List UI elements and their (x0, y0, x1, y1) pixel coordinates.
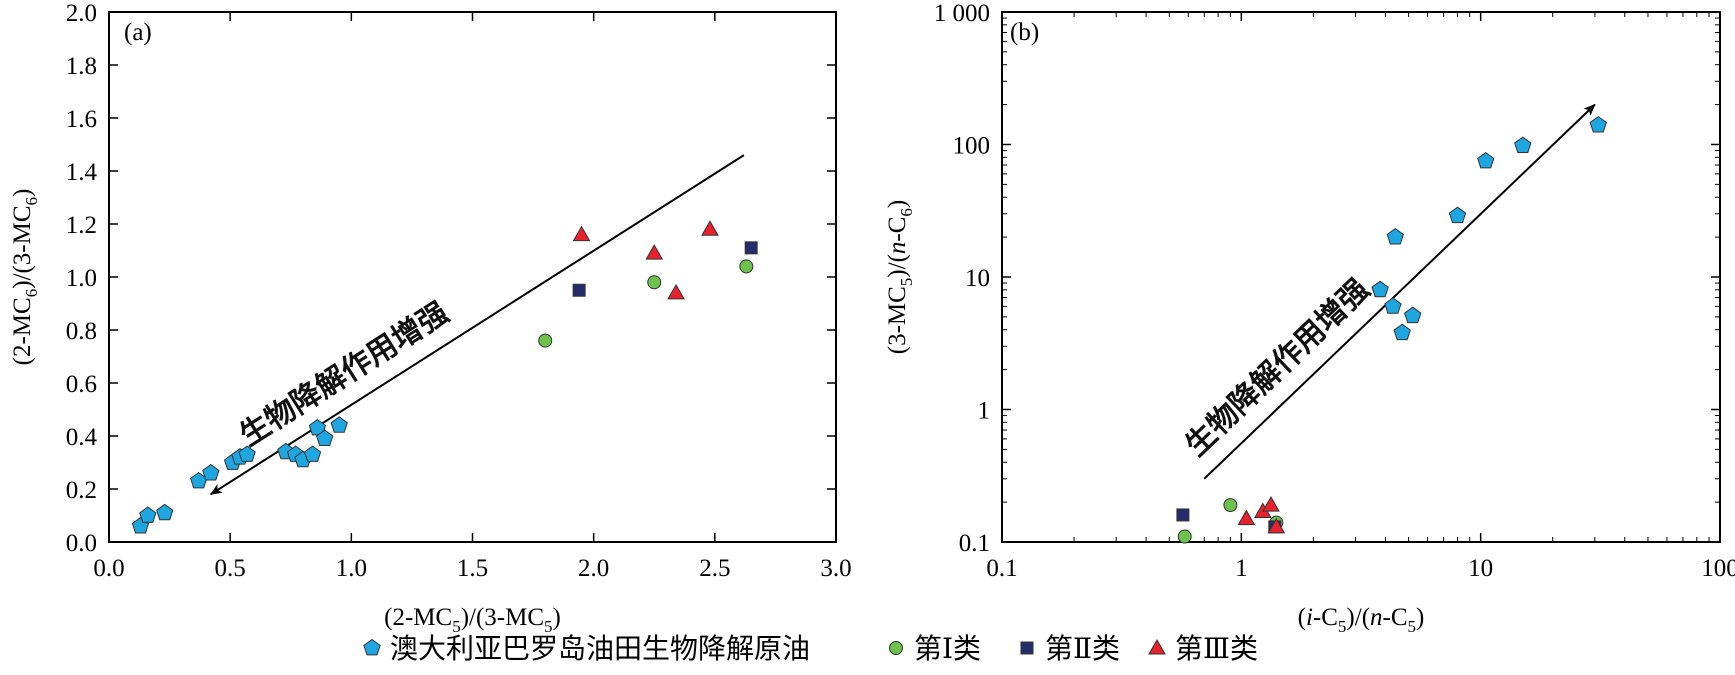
series-australia (131, 416, 348, 534)
point-class1 (538, 333, 553, 348)
point-australia (139, 506, 157, 523)
y-tick-label: 0.2 (66, 477, 97, 504)
point-class2 (572, 283, 586, 297)
point-class1 (1177, 529, 1192, 544)
point-australia (330, 416, 348, 433)
point-class2 (744, 241, 758, 255)
series-class3 (1237, 496, 1286, 534)
legend-label-class1: 第Ⅰ类 (914, 632, 981, 665)
point-class1 (647, 275, 662, 290)
point-australia (1384, 297, 1402, 314)
point-australia (156, 503, 174, 521)
point-australia (1589, 115, 1607, 133)
x-tick-label: 1 (1235, 555, 1248, 582)
series-class2 (572, 241, 758, 297)
point-australia (1448, 206, 1467, 224)
x-tick-label: 0.5 (215, 555, 246, 582)
y-tick-label: 0.8 (66, 318, 97, 345)
y-tick-label: 1 (978, 398, 991, 425)
x-tick-label: 100 (1701, 555, 1735, 582)
x-tick-label: 0.0 (93, 555, 124, 582)
trend-arrow (1203, 103, 1596, 480)
plot-frame (108, 11, 837, 543)
point-australia (303, 445, 322, 462)
x-tick-label: 1.5 (457, 555, 488, 582)
y-tick-label: 10 (965, 265, 990, 292)
legend-marker-class3 (1148, 638, 1166, 655)
legend-marker-class1 (889, 641, 903, 655)
panel-label: (a) (124, 19, 152, 46)
point-class3 (701, 220, 719, 236)
point-class3 (1267, 517, 1286, 534)
legend-label-class2: 第Ⅱ类 (1045, 632, 1120, 665)
legend-label-australia: 澳大利亚巴罗岛油田生物降解原油 (390, 632, 810, 665)
trend-arrow (209, 154, 745, 496)
trend-annotation: 生物降解作用增强 (1179, 272, 1377, 463)
y-tick-label: 2.0 (66, 0, 97, 27)
point-class2 (1176, 508, 1190, 522)
y-tick-label: 0.0 (66, 530, 97, 557)
point-class1 (739, 259, 754, 274)
panel-label: (b) (1010, 19, 1039, 46)
legend-marker-class2 (1020, 641, 1034, 655)
y-tick-label: 1.2 (66, 212, 97, 239)
y-tick-label: 1.0 (66, 265, 97, 292)
y-tick-label: 1 000 (934, 0, 990, 27)
x-tick-label: 10 (1468, 555, 1493, 582)
point-class3 (1262, 496, 1280, 512)
x-tick-label: 0.1 (986, 555, 1017, 582)
y-tick-label: 0.1 (959, 530, 990, 557)
point-class3 (1237, 509, 1256, 526)
point-australia (202, 463, 220, 481)
plot-frame (1001, 11, 1721, 543)
point-australia (238, 445, 256, 462)
point-australia (1404, 306, 1422, 324)
y-tick-label: 100 (953, 133, 991, 160)
point-class3 (572, 225, 591, 242)
point-australia (1477, 151, 1495, 169)
series-australia (1371, 115, 1607, 341)
y-axis-label: (2-MC6​)/(3-MC6​) (9, 189, 41, 366)
x-tick-label: 1.0 (336, 555, 367, 582)
legend-marker-australia (363, 638, 381, 656)
x-tick-label: 2.0 (578, 555, 609, 582)
panel-a: 0.0 0.5 1.0 1.5 2.0 2.5 3.0 0.0 0.2 0.4 0.6 0.8 1.0 1… (9, 0, 852, 636)
point-class3 (645, 244, 664, 260)
y-tick-label: 1.6 (66, 106, 97, 133)
point-australia (316, 429, 334, 446)
y-tick-label: 1.4 (66, 159, 98, 186)
legend-label-class3: 第Ⅲ类 (1175, 632, 1258, 665)
x-axis-label: (i-C5​)/(n-C5​) (1298, 604, 1425, 636)
panel-b: 0.1 1 10 100 0.1 1 10 100 1 000 (i-C5​)/(n-C5​) (3… (884, 0, 1735, 636)
y-axis-label: (3-MC5​)/(n-C6​) (884, 200, 916, 355)
series-class3 (572, 220, 719, 300)
point-class3 (667, 283, 685, 300)
point-class1 (1223, 498, 1238, 513)
point-australia (1393, 323, 1411, 341)
y-tick-label: 0.4 (66, 424, 98, 451)
point-australia (1371, 280, 1389, 298)
point-australia (1514, 136, 1532, 153)
y-tick-label: 0.6 (66, 371, 97, 398)
point-australia (1386, 227, 1404, 245)
x-axis-label: (2-MC5​)/(3-MC5​) (384, 604, 561, 636)
series-class1 (538, 259, 754, 348)
legend: 澳大利亚巴罗岛油田生物降解原油 第Ⅰ类 第Ⅱ类 第Ⅲ类 (363, 632, 1258, 665)
x-tick-label: 2.5 (699, 555, 730, 582)
x-tick-label: 3.0 (820, 555, 851, 582)
y-tick-label: 1.8 (66, 53, 97, 80)
